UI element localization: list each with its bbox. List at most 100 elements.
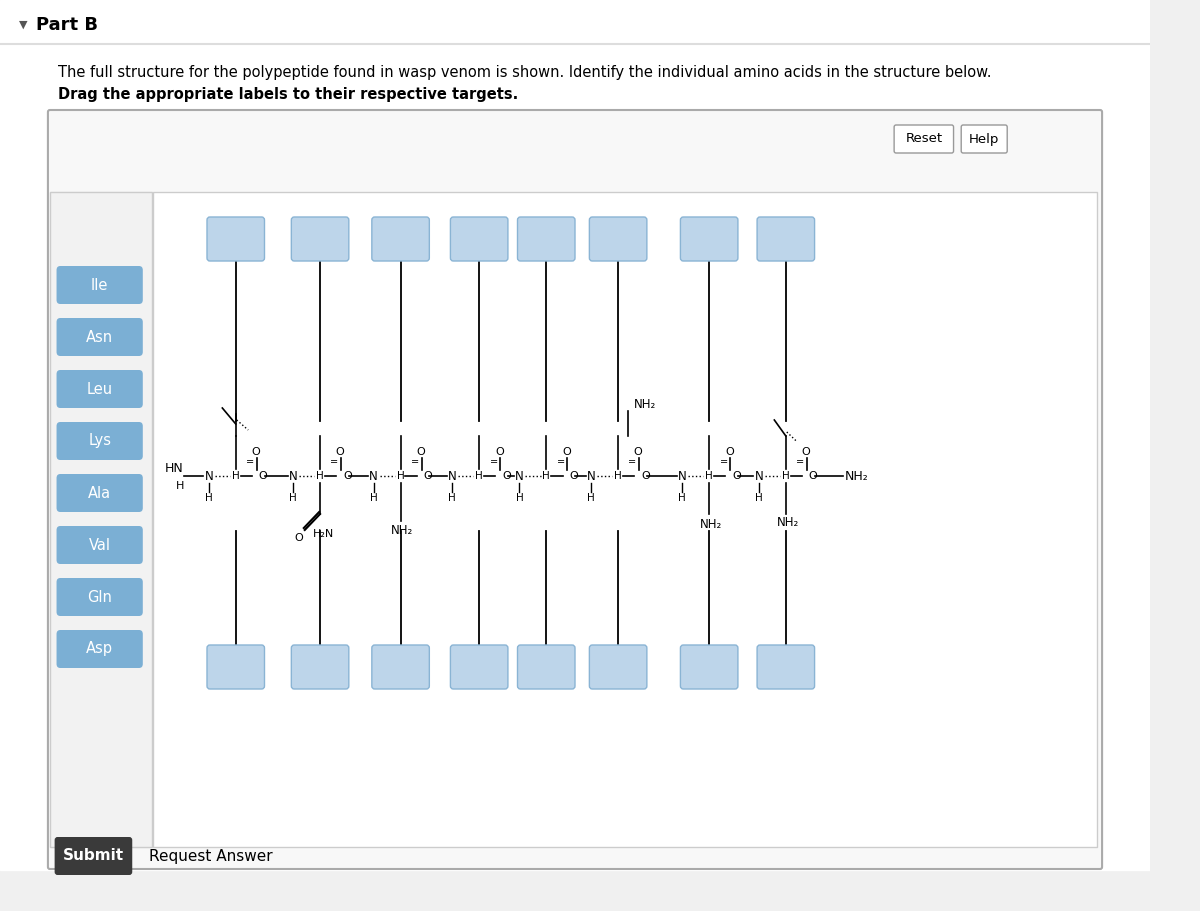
FancyBboxPatch shape — [56, 474, 143, 512]
Text: O: O — [569, 471, 578, 481]
Text: H: H — [755, 493, 763, 503]
Text: N: N — [678, 469, 686, 483]
Text: O: O — [802, 447, 810, 457]
Text: O: O — [725, 447, 733, 457]
Text: =: = — [330, 457, 338, 467]
Text: N: N — [370, 469, 378, 483]
FancyBboxPatch shape — [372, 217, 430, 261]
FancyBboxPatch shape — [757, 217, 815, 261]
FancyBboxPatch shape — [48, 110, 1102, 869]
Text: O: O — [424, 471, 432, 481]
FancyBboxPatch shape — [56, 266, 143, 304]
Text: NH₂: NH₂ — [634, 397, 655, 411]
FancyBboxPatch shape — [517, 645, 575, 689]
Text: H: H — [706, 471, 713, 481]
Text: =: = — [246, 457, 254, 467]
FancyBboxPatch shape — [56, 630, 143, 668]
Text: Gln: Gln — [88, 589, 112, 605]
FancyBboxPatch shape — [208, 645, 264, 689]
Text: Request Answer: Request Answer — [149, 848, 272, 864]
Text: O: O — [562, 447, 571, 457]
Text: H: H — [782, 471, 790, 481]
FancyBboxPatch shape — [56, 526, 143, 564]
Text: O: O — [641, 471, 650, 481]
Text: O: O — [336, 447, 344, 457]
FancyBboxPatch shape — [372, 645, 430, 689]
Text: NH₂: NH₂ — [776, 517, 799, 529]
Text: H: H — [475, 471, 484, 481]
FancyBboxPatch shape — [56, 318, 143, 356]
Text: O: O — [252, 447, 260, 457]
Text: Lys: Lys — [88, 434, 112, 448]
Text: =: = — [410, 457, 419, 467]
Text: Help: Help — [970, 132, 1000, 146]
Text: H: H — [317, 471, 324, 481]
Bar — [154, 192, 1097, 847]
Text: N: N — [587, 469, 595, 483]
Text: O: O — [295, 533, 304, 543]
Text: H: H — [232, 471, 240, 481]
Text: O: O — [259, 471, 268, 481]
Text: Drag the appropriate labels to their respective targets.: Drag the appropriate labels to their res… — [58, 87, 517, 103]
Text: N: N — [289, 469, 298, 483]
Text: HN: HN — [166, 462, 184, 475]
FancyBboxPatch shape — [208, 217, 264, 261]
Text: N: N — [755, 469, 763, 483]
Text: The full structure for the polypeptide found in wasp venom is shown. Identify th: The full structure for the polypeptide f… — [58, 65, 991, 79]
Text: H: H — [175, 481, 184, 491]
Text: O: O — [809, 471, 817, 481]
Text: Ile: Ile — [91, 278, 108, 292]
FancyBboxPatch shape — [680, 217, 738, 261]
FancyBboxPatch shape — [961, 125, 1007, 153]
Text: O: O — [502, 471, 511, 481]
FancyBboxPatch shape — [450, 217, 508, 261]
Text: Val: Val — [89, 537, 110, 552]
Text: Leu: Leu — [86, 382, 113, 396]
Bar — [50, 192, 152, 847]
FancyBboxPatch shape — [56, 370, 143, 408]
Text: H: H — [516, 493, 523, 503]
Text: H: H — [289, 493, 298, 503]
Text: N: N — [204, 469, 214, 483]
Text: Ala: Ala — [88, 486, 112, 500]
Text: O: O — [416, 447, 425, 457]
Text: NH₂: NH₂ — [700, 517, 722, 530]
Text: =: = — [720, 457, 727, 467]
Text: Part B: Part B — [36, 16, 98, 34]
Text: =: = — [557, 457, 565, 467]
Text: O: O — [732, 471, 740, 481]
FancyBboxPatch shape — [56, 422, 143, 460]
Text: Reset: Reset — [905, 132, 942, 146]
Text: ▼: ▼ — [19, 20, 28, 30]
FancyBboxPatch shape — [680, 645, 738, 689]
FancyBboxPatch shape — [757, 645, 815, 689]
Text: =: = — [796, 457, 804, 467]
FancyBboxPatch shape — [894, 125, 954, 153]
Text: =: = — [629, 457, 636, 467]
Text: NH₂: NH₂ — [391, 524, 414, 537]
Bar — [50, 192, 152, 847]
Text: O: O — [494, 447, 504, 457]
FancyBboxPatch shape — [292, 645, 349, 689]
Text: H: H — [588, 493, 595, 503]
Text: Submit: Submit — [62, 848, 124, 864]
Text: H: H — [449, 493, 456, 503]
Text: O: O — [634, 447, 643, 457]
FancyBboxPatch shape — [450, 645, 508, 689]
Text: H: H — [397, 471, 404, 481]
Bar — [154, 192, 1097, 847]
Text: H: H — [678, 493, 686, 503]
FancyBboxPatch shape — [292, 217, 349, 261]
Text: H₂N: H₂N — [313, 529, 335, 539]
FancyBboxPatch shape — [589, 645, 647, 689]
Text: N: N — [448, 469, 457, 483]
Text: =: = — [490, 457, 498, 467]
Text: H: H — [370, 493, 378, 503]
FancyBboxPatch shape — [56, 578, 143, 616]
Text: Asn: Asn — [86, 330, 113, 344]
Text: O: O — [343, 471, 352, 481]
FancyBboxPatch shape — [517, 217, 575, 261]
Text: Asp: Asp — [86, 641, 113, 657]
Text: H: H — [542, 471, 550, 481]
FancyBboxPatch shape — [589, 217, 647, 261]
